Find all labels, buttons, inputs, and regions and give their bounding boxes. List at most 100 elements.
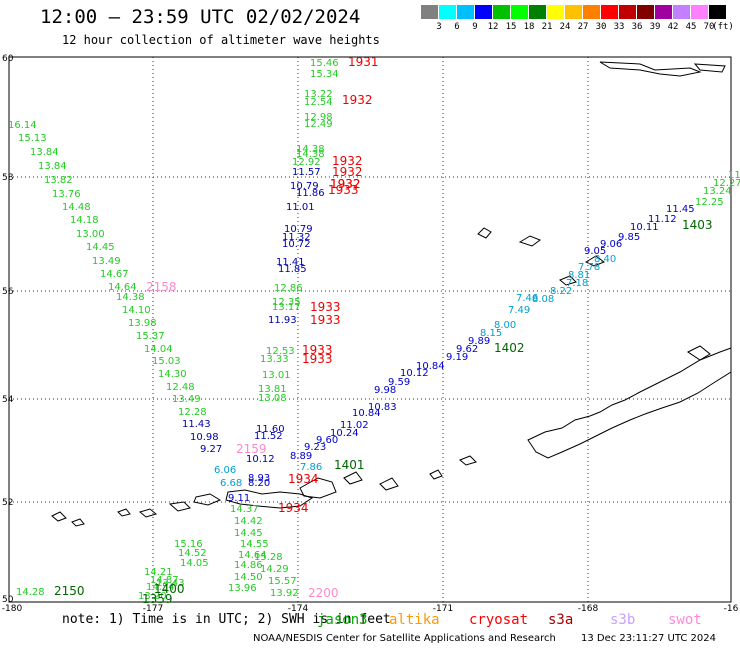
swh-value-green-central: 12.54 <box>304 97 333 108</box>
time-label-green: 2150 <box>54 584 85 598</box>
swh-value-cyan-east: 8.22 <box>550 286 572 297</box>
page-subtitle: 12 hour collection of altimeter wave hei… <box>62 33 380 47</box>
swh-value-navy-central: 10.79 <box>290 181 319 192</box>
swh-value-blue-east: 10.11 <box>630 222 659 233</box>
swh-value-blue-east: 9.59 <box>388 377 410 388</box>
swh-value-green-west: 13.49 <box>172 394 201 405</box>
coastline <box>379 477 399 491</box>
swh-value-blue-east: 8.20 <box>248 478 270 489</box>
satellite-legend-item: altika <box>389 612 440 628</box>
longitude-label: -168 <box>578 604 599 614</box>
swh-value-green-central: 12.53 <box>266 346 295 357</box>
swh-value-blue-east: 11.45 <box>666 204 695 215</box>
swh-value-green-south: 14.54 <box>146 582 175 593</box>
color-scale-swatch <box>601 5 618 19</box>
color-scale-swatch <box>457 5 474 19</box>
swh-value-navy-central: 11.60 <box>256 424 285 435</box>
color-scale-label: 18 <box>523 22 535 32</box>
longitude-label: -177 <box>143 604 163 614</box>
swh-value-green-west: 15.37 <box>136 331 165 342</box>
swh-value-blue-east: 9.05 <box>584 246 606 257</box>
coastline <box>459 455 477 466</box>
swh-value-cyan-east: 7.78 <box>578 262 600 273</box>
swh-value-green-south: 14.86 <box>234 560 263 571</box>
swh-value-green-west: 13.98 <box>128 318 157 329</box>
time-label-red: 1934 <box>278 501 309 515</box>
swh-value-cyan-east: 6.68 <box>220 478 242 489</box>
swh-value-green-west: 14.45 <box>86 242 115 253</box>
axis-labels: -180 -177 -174 -171 -168 -16 60 58 56 54 52 50 <box>2 54 739 614</box>
coastline <box>299 477 337 499</box>
swh-value-green-central: 12.49 <box>304 119 333 130</box>
swh-value-green-west: 14.38 <box>116 292 145 303</box>
swh-value-green-west: 13.49 <box>92 256 121 267</box>
swh-value-green-central: 14.38 <box>296 144 325 155</box>
color-scale-swatch <box>565 5 582 19</box>
swh-value-blue-east: 9.62 <box>456 344 478 355</box>
color-scale-label: 42 <box>667 22 679 32</box>
credit-line: NOAA/NESDIS Center for Satellite Applica… <box>253 633 556 644</box>
coastline <box>193 493 222 506</box>
time-label-red: 1932 <box>330 177 361 191</box>
color-scale-label: 9 <box>472 22 478 32</box>
time-label-red: 1933 <box>302 352 333 366</box>
swh-value-green-south: 14.42 <box>234 516 263 527</box>
swh-value-blue-east: 9.89 <box>468 336 490 347</box>
swh-value-navy-central: 11.32 <box>282 232 311 243</box>
swh-value-blue-east: 10.84 <box>416 361 445 372</box>
swh-value-blue-east: 9.19 <box>446 352 468 363</box>
swh-value-cyan-east: 7.18 <box>566 278 588 289</box>
time-label-green: 1401 <box>334 458 365 472</box>
satellite-legend-item: s3b <box>610 612 636 628</box>
swh-value-blue-east: 10.84 <box>352 408 381 419</box>
swh-value-green-central: 13.08 <box>258 393 287 404</box>
swh-value-green-west: 14.18 <box>70 215 99 226</box>
swh-value-green-south: 14.37 <box>230 504 259 515</box>
swh-value-green-east: 12.27 <box>713 178 740 189</box>
time-label-red: 1932 <box>330 177 361 191</box>
color-scale-label: 21 <box>541 22 553 32</box>
swh-value-blue-east: 10.83 <box>368 402 397 413</box>
swh-value-green-west: 14.04 <box>144 344 173 355</box>
time-label-green: 1402 <box>494 341 525 355</box>
swh-value-green-south: 13.43 <box>156 578 185 589</box>
swh-value-green-west: 14.10 <box>122 305 151 316</box>
swh-value-green-east: 12.25 <box>695 197 724 208</box>
swh-value-green-west: 12.48 <box>166 382 195 393</box>
color-scale-swatch <box>475 5 492 19</box>
swh-value-green-south: 14.28 <box>16 587 45 598</box>
satellite-legend-item: cryosat <box>469 612 529 628</box>
swh-value-green-central: 12.92 <box>292 157 321 168</box>
color-scale-label: 30 <box>595 22 607 32</box>
land-outlines <box>51 61 732 527</box>
swh-value-blue-east: 10.24 <box>330 428 359 439</box>
swh-value-blue-east: 9.60 <box>316 435 338 446</box>
swh-value-green-west: 14.30 <box>158 369 187 380</box>
time-label-red: 1933 <box>310 300 341 314</box>
time-label-green: 1400 <box>154 582 185 596</box>
color-scale-swatch <box>439 5 456 19</box>
latitude-label: 60 <box>2 54 14 64</box>
swh-value-navy-central: 10.98 <box>190 432 219 443</box>
time-label-red: 1933 <box>328 183 359 197</box>
swh-value-blue-east: 9.06 <box>600 239 622 250</box>
swh-value-green-south: 14.21 <box>144 567 173 578</box>
swh-value-green-west: 14.48 <box>62 202 91 213</box>
swh-value-cyan-east: 8.81 <box>568 270 590 281</box>
swh-value-green-west: 15.13 <box>18 133 47 144</box>
swh-value-green-central: 14.38 <box>296 149 325 160</box>
satellite-legend-item: jason3 <box>317 612 368 628</box>
swh-value-green-east: 13.24 <box>703 186 732 197</box>
time-label-red: 1933 <box>302 343 333 357</box>
longitude-label: -171 <box>433 604 453 614</box>
generation-timestamp: 13 Dec 23:11:27 UTC 2024 <box>581 633 716 644</box>
swh-value-green-central: 12.35 <box>272 297 301 308</box>
swh-value-green-south: 13.96 <box>228 583 257 594</box>
latitude-label: 50 <box>2 595 14 605</box>
coastline <box>429 469 443 480</box>
swh-value-green-west: 12.28 <box>178 407 207 418</box>
swh-value-blue-east: 8.89 <box>290 451 312 462</box>
swh-value-blue-east: 8.93 <box>248 473 270 484</box>
color-scale-swatch <box>673 5 690 19</box>
swh-value-green-central: 12.98 <box>304 112 333 123</box>
